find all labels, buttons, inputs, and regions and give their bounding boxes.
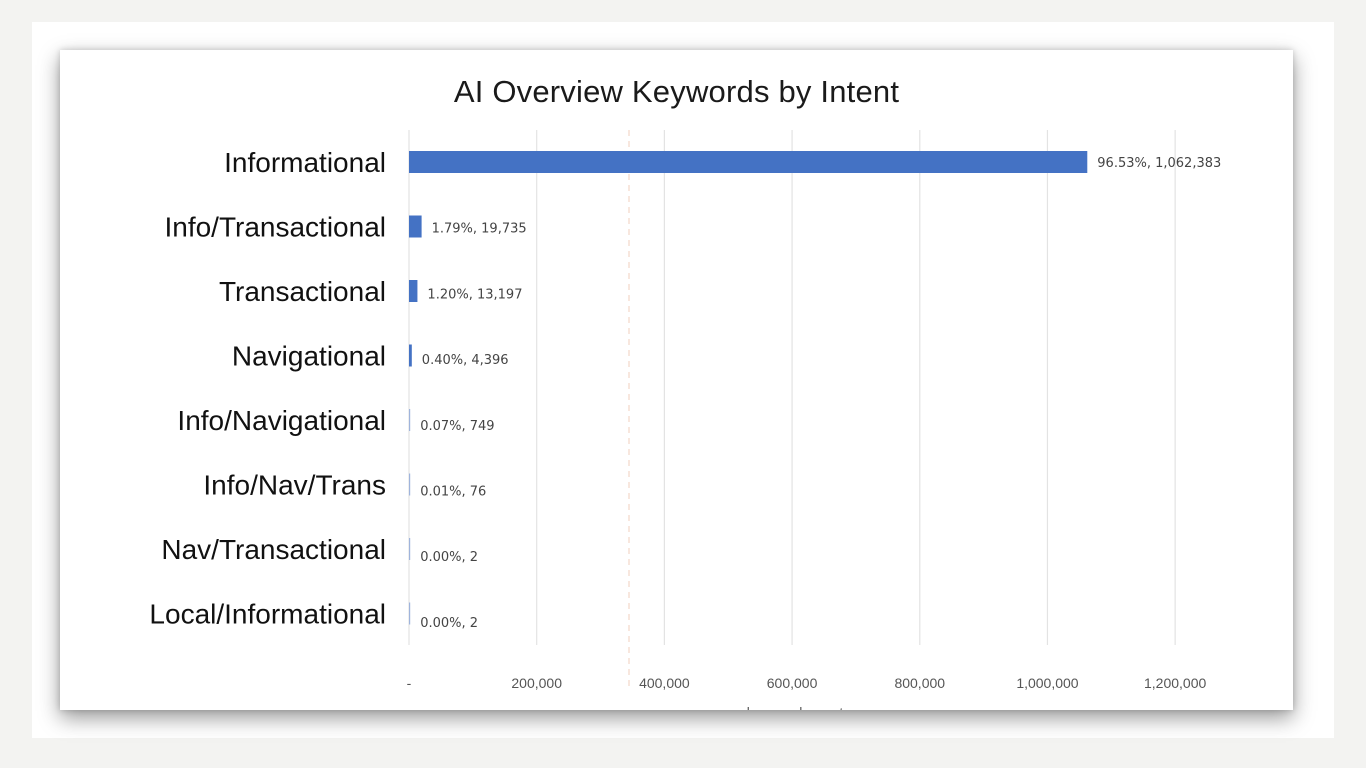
category-labels: Informational Info/Transactional Transacti… — [149, 147, 386, 630]
bars — [409, 151, 1088, 625]
x-tick-label: 400,000 — [639, 675, 690, 691]
data-label: 96.53%, 1,062,383 — [1097, 156, 1221, 171]
bar-chart: Informational Info/Transactional Transacti… — [149, 130, 1221, 710]
data-label: 0.40%, 4,396 — [422, 353, 509, 368]
data-label: 1.79%, 19,735 — [432, 222, 527, 237]
bar — [409, 409, 411, 431]
category-label: Navigational — [232, 341, 386, 372]
bar — [409, 151, 1088, 173]
gridlines — [408, 130, 1176, 645]
category-label: Info/Transactional — [164, 212, 386, 243]
x-tick-label: 1,200,000 — [1144, 675, 1206, 691]
x-tick-label: 1,000,000 — [1016, 675, 1078, 691]
data-label: 0.01%, 76 — [420, 485, 486, 500]
x-axis-title: keyword count — [747, 705, 845, 710]
x-tick-label: 600,000 — [767, 675, 818, 691]
x-tick-labels: - 200,000 400,000 600,000 800,000 1,000,000 1,… — [407, 675, 1207, 691]
data-label: 0.00%, 2 — [420, 550, 478, 565]
data-label: 0.07%, 749 — [420, 419, 494, 434]
x-tick-label: 800,000 — [894, 675, 945, 691]
category-label: Info/Nav/Trans — [203, 470, 386, 501]
category-label: Informational — [224, 147, 386, 178]
bar — [409, 602, 411, 625]
bar — [409, 538, 411, 560]
bar — [409, 215, 422, 238]
category-label: Transactional — [219, 276, 386, 307]
bar — [409, 280, 418, 302]
category-label: Local/Informational — [149, 599, 386, 630]
bar — [409, 344, 412, 367]
category-label: Nav/Transactional — [161, 534, 386, 565]
x-tick-label: 200,000 — [511, 675, 562, 691]
data-labels: 96.53%, 1,062,383 1.79%, 19,735 1.20%, 13,… — [420, 156, 1221, 631]
data-label: 1.20%, 13,197 — [427, 287, 522, 302]
bar — [409, 473, 411, 496]
x-tick-label: - — [407, 675, 412, 691]
chart-title: AI Overview Keywords by Intent — [453, 74, 900, 109]
category-label: Info/Navigational — [177, 405, 386, 436]
data-label: 0.00%, 2 — [420, 616, 478, 631]
chart-card: AI Overview Keywords by Intent Informati… — [60, 50, 1293, 710]
